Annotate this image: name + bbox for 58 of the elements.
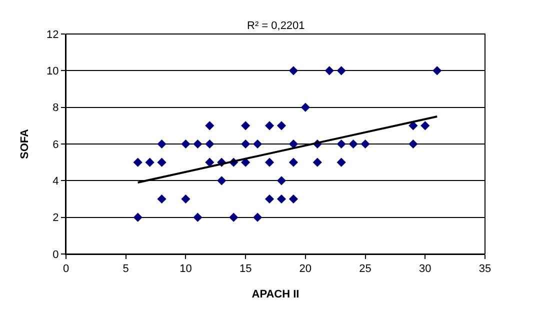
y-tick-label: 6 <box>52 138 59 151</box>
point <box>312 158 322 167</box>
x-tick-label: 25 <box>359 263 372 276</box>
point <box>288 66 298 76</box>
point <box>324 66 334 76</box>
point <box>241 139 250 149</box>
point <box>252 139 262 149</box>
point <box>360 139 370 149</box>
point <box>300 102 310 112</box>
text: R² = 0,2201 <box>247 20 305 32</box>
point <box>288 194 298 204</box>
y-tick-label: 10 <box>46 66 59 78</box>
point <box>145 158 154 167</box>
point <box>181 194 190 204</box>
x-tick-label: 30 <box>419 263 432 276</box>
x-axis-title: APACH II <box>252 288 300 300</box>
point <box>264 121 274 130</box>
point <box>241 121 250 130</box>
point <box>288 139 298 149</box>
point <box>348 139 358 149</box>
y-tick-label: 4 <box>52 176 59 188</box>
y-tick-label: 0 <box>52 248 59 261</box>
point <box>432 66 442 76</box>
point <box>193 139 202 149</box>
y-tick-label: 12 <box>46 28 59 41</box>
point <box>181 139 190 149</box>
point <box>276 121 286 130</box>
point <box>229 212 238 222</box>
x-tick-label: 10 <box>180 263 192 276</box>
point <box>205 139 214 149</box>
point <box>276 176 286 186</box>
point <box>336 139 346 149</box>
x-tick-label: 20 <box>299 263 312 276</box>
point <box>157 194 166 204</box>
x-tick-label: 5 <box>122 263 129 276</box>
point <box>217 176 226 186</box>
point <box>336 158 346 167</box>
x-tick-label: 35 <box>478 263 492 276</box>
point <box>288 158 298 167</box>
point <box>264 158 274 167</box>
point <box>205 158 214 167</box>
x-tick-label: 0 <box>62 263 70 276</box>
y-tick-label: 8 <box>52 102 59 114</box>
y-tick-label: 2 <box>52 212 59 224</box>
point <box>157 139 166 149</box>
point <box>252 212 262 222</box>
point <box>276 194 286 204</box>
x-tick-label: 15 <box>239 263 252 276</box>
point <box>133 158 142 167</box>
point <box>193 212 202 222</box>
point <box>157 158 166 167</box>
point <box>133 212 142 222</box>
point <box>336 66 346 76</box>
point <box>264 194 274 204</box>
y-axis-title: SOFA <box>19 128 32 159</box>
point <box>408 139 418 149</box>
point <box>205 121 214 130</box>
point <box>420 121 430 130</box>
